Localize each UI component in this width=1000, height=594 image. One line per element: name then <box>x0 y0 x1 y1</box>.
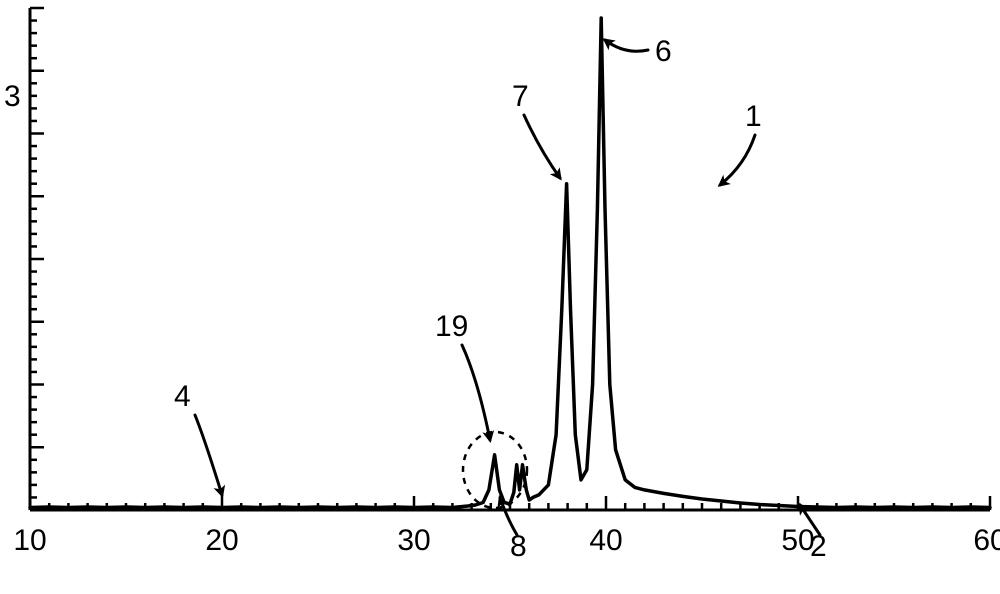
chart-svg: 10 20 30 40 50 60 <box>0 0 1000 594</box>
x-tick-label: 50 <box>781 524 814 557</box>
x-tick-label: 40 <box>589 524 622 557</box>
x-tick-label: 20 <box>205 524 238 557</box>
data-trace <box>30 18 990 508</box>
x-tick-label: 10 <box>13 524 46 557</box>
x-tick-label: 30 <box>397 524 430 557</box>
x-tick-label: 60 <box>973 524 1000 557</box>
xrd-chart: 102030405060 341976182 <box>0 0 1000 594</box>
x-axis-labels: 10 20 30 40 50 60 <box>13 524 1000 557</box>
annotations <box>195 40 820 535</box>
axes <box>30 8 990 510</box>
